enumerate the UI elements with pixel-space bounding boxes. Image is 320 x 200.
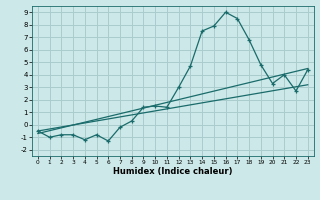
X-axis label: Humidex (Indice chaleur): Humidex (Indice chaleur) — [113, 167, 233, 176]
